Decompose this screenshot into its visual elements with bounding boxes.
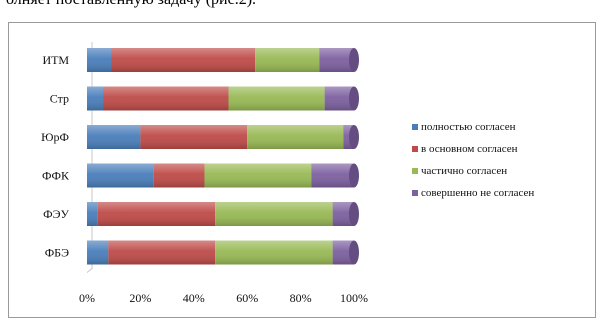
legend-item: полностью согласен [412,121,516,133]
bar-segment [319,48,359,72]
x-tick-label: 80% [290,291,312,305]
legend: полностью согласен в основном согласен час… [412,121,534,199]
legend-label: в основном согласен [421,143,518,155]
bar-segment [140,125,248,149]
category-label: ИТМ [42,53,69,67]
bar-segment-gloss [247,125,344,149]
stacked-bar-chart: ИТМ Стр ЮрФ ФФК ФЭУ ФБЭ 0% 20% 40% 60% 80% 100% по… [41,42,534,305]
value-axis: 0% 20% 40% 60% 80% 100% [79,291,368,305]
category-label: ФБЭ [45,246,69,260]
bar-end-cap [349,202,359,226]
bar-segment [153,163,205,188]
bar-segment [228,86,325,111]
bar-segment [324,86,359,111]
bar-segment-gloss [87,86,104,111]
legend-swatch [412,146,418,152]
plot-area [86,42,359,273]
bar-segment-gloss [140,125,248,149]
bar-segment-gloss [87,125,141,149]
bar-segment-gloss [215,202,333,226]
bar-segment [215,202,333,226]
bar-segment-gloss [228,86,325,111]
bar-segment [108,240,216,265]
x-tick-label: 100% [340,291,368,305]
legend-swatch [412,168,418,174]
bar-segment-gloss [103,86,229,111]
bar-segment [111,48,256,72]
category-label: ФФК [42,169,70,183]
bar-segment-gloss [87,48,112,72]
chart-frame: ИТМ Стр ЮрФ ФФК ФЭУ ФБЭ 0% 20% 40% 60% 80% 100% по… [8,22,596,318]
bar-segment-gloss [343,125,354,149]
bar-segment [255,48,320,72]
bar-segment-gloss [319,48,354,72]
bar-end-cap [349,125,359,149]
page-text-fragment: олняет поставленную задачу (рис.2). [6,0,256,9]
axis-wall [86,42,93,273]
bar-segment-gloss [255,48,320,72]
bar-end-cap [349,86,359,111]
x-tick-label: 20% [129,291,151,305]
bar-segment-gloss [97,202,216,226]
category-label: ФЭУ [43,207,69,221]
bar-segment-gloss [87,202,98,226]
bar-segment [247,125,344,149]
bar-segment [311,163,359,188]
bar-end-cap [349,163,359,188]
bar-segment-gloss [108,240,216,265]
bar-segment [87,202,98,226]
bar-end-cap [349,240,359,265]
legend-swatch [412,124,418,130]
bar-segment [87,48,112,72]
bar-segment [97,202,216,226]
legend-item: совершенно не согласен [412,187,534,199]
legend-item: в основном согласен [412,143,518,155]
category-axis: ИТМ Стр ЮрФ ФФК ФЭУ ФБЭ [41,53,70,260]
bar-segment [332,240,359,265]
bar-segment-gloss [87,240,109,265]
bar-segment [215,240,333,265]
bar-segment [87,86,104,111]
x-tick-label: 0% [79,291,95,305]
legend-swatch [412,190,418,196]
legend-label: частично согласен [421,165,507,177]
legend-label: полностью согласен [421,121,516,133]
x-tick-label: 60% [236,291,258,305]
category-label: ЮрФ [41,130,69,144]
bar-segment [87,125,141,149]
bar-segment-gloss [153,163,205,188]
bar-segment [103,86,229,111]
bar-segment [343,125,359,149]
bar-segment-gloss [332,202,354,226]
bar-segment-gloss [204,163,312,188]
bar-segment [332,202,359,226]
legend-label: совершенно не согласен [421,187,534,199]
bar-segment [204,163,312,188]
x-tick-label: 40% [183,291,205,305]
category-label: Стр [50,92,69,106]
bar-segment [87,240,109,265]
bar-end-cap [349,48,359,72]
bar-segment-gloss [311,163,354,188]
bar-segment-gloss [332,240,354,265]
bar-segment-gloss [111,48,256,72]
bar-segment-gloss [215,240,333,265]
bar-segment-gloss [87,163,154,188]
legend-item: частично согласен [412,165,507,177]
bar-segment [87,163,154,188]
